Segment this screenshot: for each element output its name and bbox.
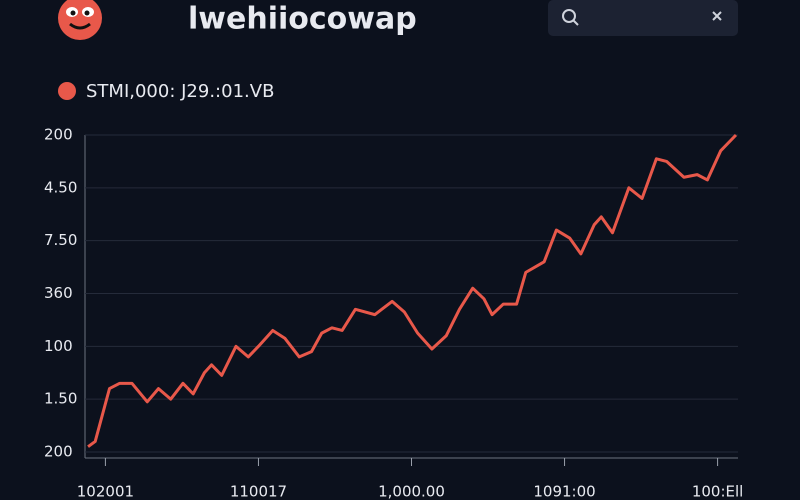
y-tick-label: 100 [44,337,73,355]
x-tick-label: 1,000.00 [378,483,445,500]
y-tick-label: 200 [44,126,73,144]
y-tick-label: 200 [44,443,73,461]
x-tick-label: 102001 [77,483,134,500]
x-tick-label: 100:Ell [692,483,744,500]
x-tick-label: 1091:00 [533,483,595,500]
y-tick-label: 360 [44,284,73,302]
x-tick-label: 110017 [230,483,287,500]
legend-swatch [58,82,76,100]
y-tick-label: 4.50 [44,178,77,196]
search-box[interactable] [548,0,738,36]
y-tick-label: 7.50 [44,231,77,249]
logo [58,0,102,40]
data-line [87,133,738,448]
y-tick-label: 1.50 [44,390,77,408]
legend-label: STMI,000: J29.:01.VB [86,81,274,102]
app-title: lwehiiocowap [188,2,417,37]
